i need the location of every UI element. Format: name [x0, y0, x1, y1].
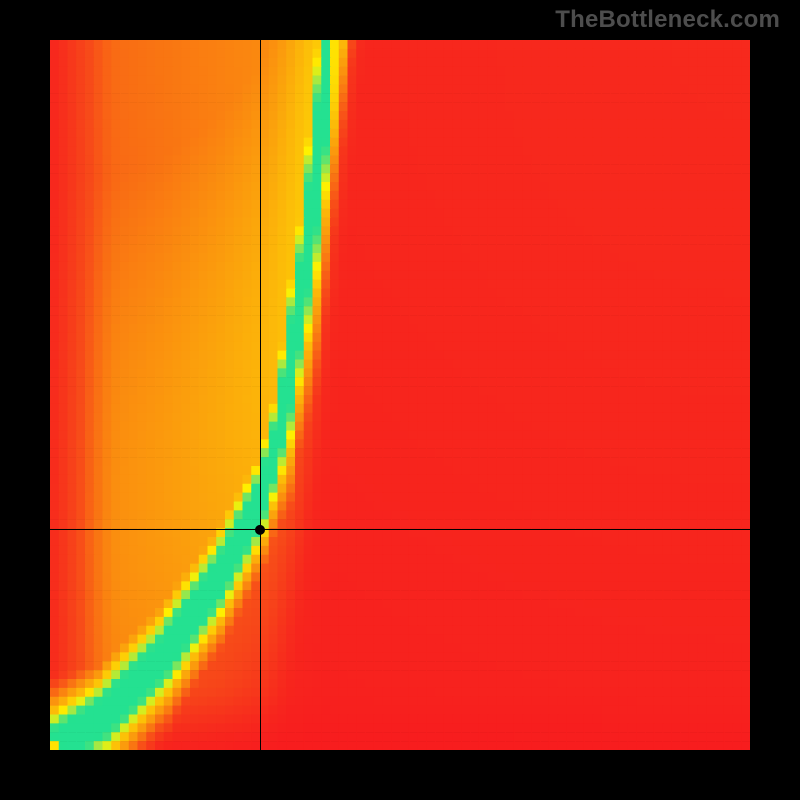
watermark-text: TheBottleneck.com	[555, 6, 780, 34]
crosshair-point-icon	[50, 40, 750, 750]
figure-container: TheBottleneck.com	[0, 0, 800, 800]
crosshair-overlay	[50, 40, 750, 750]
